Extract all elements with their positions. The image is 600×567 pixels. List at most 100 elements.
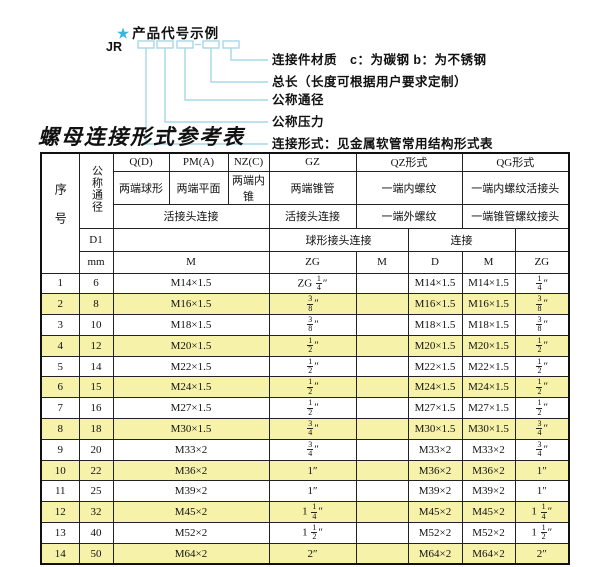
cell-seq: 14 [40,542,80,565]
diagram-heading-text: 产品代号示例 [132,26,220,41]
cell-qg-zg: 1 4 ″ [514,272,570,295]
header-qg-zg: ZG [514,250,570,274]
cell-m: M36×2 [112,459,270,482]
cell-m: M39×2 [112,480,270,503]
header-q-desc: 两端球形 [112,170,170,205]
cell-qz-d: M33×2 [407,438,463,461]
cell-qz-d: M18×1.5 [407,314,463,336]
header-qg-m: M [461,250,516,274]
cell-seq: 11 [40,480,80,503]
cell-seq: 2 [40,293,80,316]
cell-qg-m: M24×1.5 [461,376,516,399]
cell-qg-zg: 3 4 ″ [514,438,570,461]
code-box [222,40,240,49]
cell-qg-m: M52×2 [461,522,516,544]
cell-qz-d: M20×1.5 [407,334,463,357]
cell-gz-zg: 1″ [268,480,357,503]
header-qg-r3: 一端锥管螺纹接头 [461,203,570,229]
cell-gz-zg: 1 2 ″ [268,376,357,399]
cell-m: M22×1.5 [112,355,270,378]
cell-seq: 10 [40,459,80,482]
header-union-qpn: 活接头连接 [112,203,270,229]
cell-dn: 10 [78,314,114,336]
cell-m: M16×1.5 [112,293,270,316]
cell-gz-zg: 1 2 ″ [268,355,357,378]
header-gz-desc: 两端锥管 [268,170,357,205]
cell-qz-m [355,397,409,420]
cell-qz-m [355,314,409,336]
cell-gz-zg: ZG 1 4 ″ [268,272,357,295]
header-gz-code: GZ [268,152,357,172]
cell-qg-zg: 1″ [514,480,570,503]
cell-seq: 7 [40,397,80,420]
cell-gz-zg: 1 1 4 ″ [268,501,357,524]
header-pm-desc: 两端平面 [168,170,229,205]
code-box [156,40,174,49]
table-row: 10 22 M36×2 1″ M36×2 M36×2 1″ [40,459,570,482]
header-qz-d: D [407,250,463,274]
header-qz-code: QZ形式 [355,152,463,172]
cell-qg-zg: 3 4 ″ [514,418,570,440]
cell-dn: 6 [78,272,114,295]
cell-qg-m: M45×2 [461,501,516,524]
cell-qg-m: M27×1.5 [461,397,516,420]
cell-qg-zg: 3 8 ″ [514,314,570,336]
header-d1: D1 [78,227,114,252]
table-row: 13 40 M52×2 1 1 2 ″ M52×2 M52×2 1 1 2 ″ [40,522,570,544]
cell-qz-m [355,334,409,357]
header-qz-r4: 球形接头连接 [268,227,409,252]
cell-qz-m [355,542,409,565]
table-row: 7 16 M27×1.5 1 2 ″ M27×1.5 M27×1.5 1 2 ″ [40,397,570,420]
cell-qz-d: M24×1.5 [407,376,463,399]
header-union-gz: 活接头连接 [268,203,357,229]
cell-qz-m [355,355,409,378]
table-row: 3 10 M18×1.5 3 8 ″ M18×1.5 M18×1.5 3 8 ″ [40,314,570,336]
header-m-all: M [112,250,270,274]
cell-qg-m: M30×1.5 [461,418,516,440]
cell-qz-d: M45×2 [407,501,463,524]
cell-seq: 13 [40,522,80,544]
table-row: 6 15 M24×1.5 1 2 ″ M24×1.5 M24×1.5 1 2 ″ [40,376,570,399]
cell-seq: 3 [40,314,80,336]
table-row: 2 8 M16×1.5 3 8 ″ M16×1.5 M16×1.5 3 8 ″ [40,293,570,316]
cell-qz-m [355,501,409,524]
table-row: 8 18 M30×1.5 3 4 ″ M30×1.5 M30×1.5 3 4 ″ [40,418,570,440]
cell-qg-zg: 1 2 ″ [514,397,570,420]
header-qz-r2: 一端内螺纹 [355,170,463,205]
header-dn: 公称通径 [78,152,114,229]
cell-dn: 15 [78,376,114,399]
header-qg-r2: 一端内螺纹活接头 [461,170,570,205]
cell-qz-d: M14×1.5 [407,272,463,295]
header-mm: mm [78,250,114,274]
code-box [202,40,220,49]
cell-dn: 8 [78,293,114,316]
cell-qz-m [355,522,409,544]
cell-qg-zg: 1″ [514,459,570,482]
cell-dn: 14 [78,355,114,378]
cell-qg-zg: 1 2 ″ [514,355,570,378]
label-connection-form: 连接形式：见金属软管常用结构形式表 [272,137,494,151]
cell-qz-m [355,272,409,295]
cell-gz-zg: 3 8 ″ [268,314,357,336]
cell-qg-zg: 3 8 ″ [514,293,570,316]
cell-gz-zg: 1″ [268,459,357,482]
cell-qz-m [355,438,409,461]
header-q-code: Q(D) [112,152,170,172]
cell-m: M14×1.5 [112,272,270,295]
cell-qg-m: M16×1.5 [461,293,516,316]
cell-m: M64×2 [112,542,270,565]
cell-dn: 20 [78,438,114,461]
cell-qz-d: M64×2 [407,542,463,565]
cell-gz-zg: 3 4 ″ [268,438,357,461]
cell-qg-zg: 2″ [514,542,570,565]
table-row: 12 32 M45×2 1 1 4 ″ M45×2 M45×2 1 1 4 ″ [40,501,570,524]
cell-m: M45×2 [112,501,270,524]
table-row: 4 12 M20×1.5 1 2 ″ M20×1.5 M20×1.5 1 2 ″ [40,334,570,357]
cell-qg-zg: 1 2 ″ [514,376,570,399]
cell-qz-d: M39×2 [407,480,463,503]
header-gz-zg: ZG [268,250,357,274]
header-qz-m: M [355,250,409,274]
label-nominal-diameter: 公称通径 [272,93,325,107]
header-qg-r4: 连接 [407,227,516,252]
